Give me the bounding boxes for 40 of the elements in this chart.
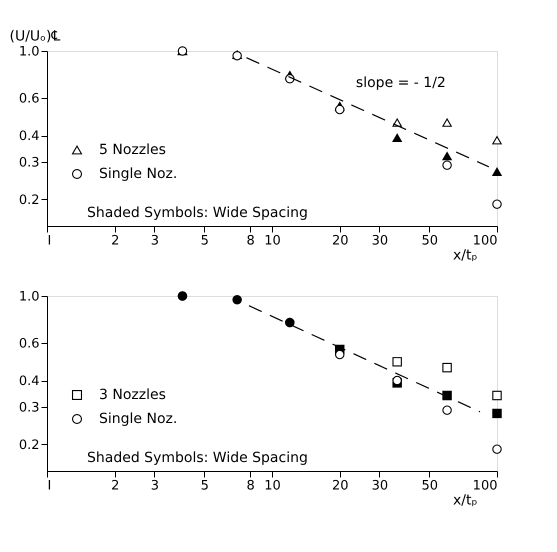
- x-tick-label: 2: [111, 234, 120, 248]
- x-tick-label: 8: [246, 234, 255, 248]
- x-tick-label: 10: [264, 478, 281, 494]
- y-tick-label: 0.3: [18, 400, 40, 416]
- x-tick-label: 2: [111, 478, 120, 494]
- x-tick-label: 30: [372, 478, 388, 494]
- y-tick-label: 0.6: [18, 336, 40, 352]
- y-tick-label: 0.2: [18, 192, 40, 208]
- x-tick-label: 100: [472, 478, 498, 494]
- y-tick-label: 1.0: [18, 44, 40, 60]
- y-tick-label: 0.3: [18, 156, 40, 171]
- x-tick-label: 5: [200, 478, 209, 494]
- y-tick-label: 0.2: [18, 438, 40, 453]
- x-tick-label: 50: [421, 234, 438, 248]
- annotation: Shaded Symbols: Wide Spacing: [87, 450, 308, 466]
- legend-label: 5 Nozzles: [99, 142, 166, 158]
- y-tick-label: 0.6: [18, 92, 40, 107]
- x-tick-label: 3: [150, 234, 159, 248]
- annotation: slope = - 1/2: [356, 75, 446, 92]
- x-tick-label: 50: [421, 478, 438, 494]
- legend-label: Single Noz.: [99, 411, 178, 427]
- x-axis-title: x/tₚ: [453, 492, 478, 508]
- x-tick-label: 10: [264, 234, 281, 248]
- x-tick-label: 30: [372, 234, 388, 248]
- x-tick-label: 8: [246, 478, 255, 494]
- x-tick-label: 20: [332, 478, 349, 494]
- x-tick-label: 5: [200, 234, 209, 248]
- x-tick-label: 100: [472, 234, 498, 248]
- annotation: Shaded Symbols: Wide Spacing: [87, 205, 308, 221]
- legend-label: Single Noz.: [99, 166, 178, 182]
- x-tick-label: I: [48, 478, 52, 494]
- x-tick-label: I: [48, 234, 52, 248]
- legend-label: 3 Nozzles: [99, 387, 166, 403]
- x-tick-label: 20: [332, 234, 349, 248]
- x-tick-label: 3: [150, 478, 159, 494]
- y-axis-title: (U/Uₒ)℄: [10, 28, 60, 44]
- y-tick-label: 0.4: [18, 374, 40, 390]
- y-tick-label: 0.4: [18, 129, 40, 144]
- y-tick-label: 1.0: [18, 290, 40, 304]
- x-axis-title: x/tₚ: [453, 248, 478, 264]
